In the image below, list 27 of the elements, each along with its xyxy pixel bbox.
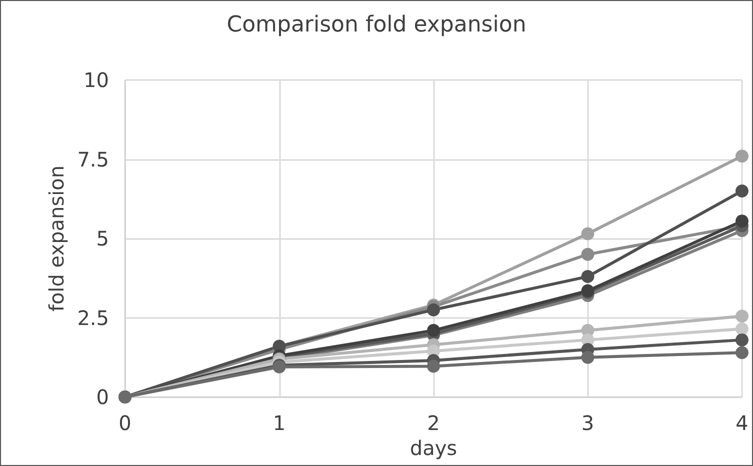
point [427,303,440,316]
point [581,270,594,284]
point [736,322,748,336]
point [736,310,748,323]
chart-title: Comparison fold expansion [226,12,526,38]
y-tick-label: 5 [96,226,109,250]
point [581,350,594,364]
point [581,227,594,240]
point [581,248,594,261]
x-tick-label: 3 [581,411,594,435]
y-tick-label: 7.5 [77,147,109,172]
x-tick-label: 0 [118,411,132,435]
x-tick-label: 2 [427,411,440,435]
point [427,324,440,337]
y-axis-title: fold expansion [44,165,68,312]
point [736,214,748,228]
y-tick-label: 2.5 [77,306,109,330]
point [736,150,748,163]
point [736,184,748,198]
x-tick-label: 4 [736,411,748,435]
y-tick-label: 0 [96,385,109,409]
point [736,346,748,360]
x-tick-label: 1 [272,411,286,435]
x-axis-title: days [410,436,458,460]
point [736,333,748,346]
point [427,360,440,373]
y-tick-label: 10 [84,68,109,92]
